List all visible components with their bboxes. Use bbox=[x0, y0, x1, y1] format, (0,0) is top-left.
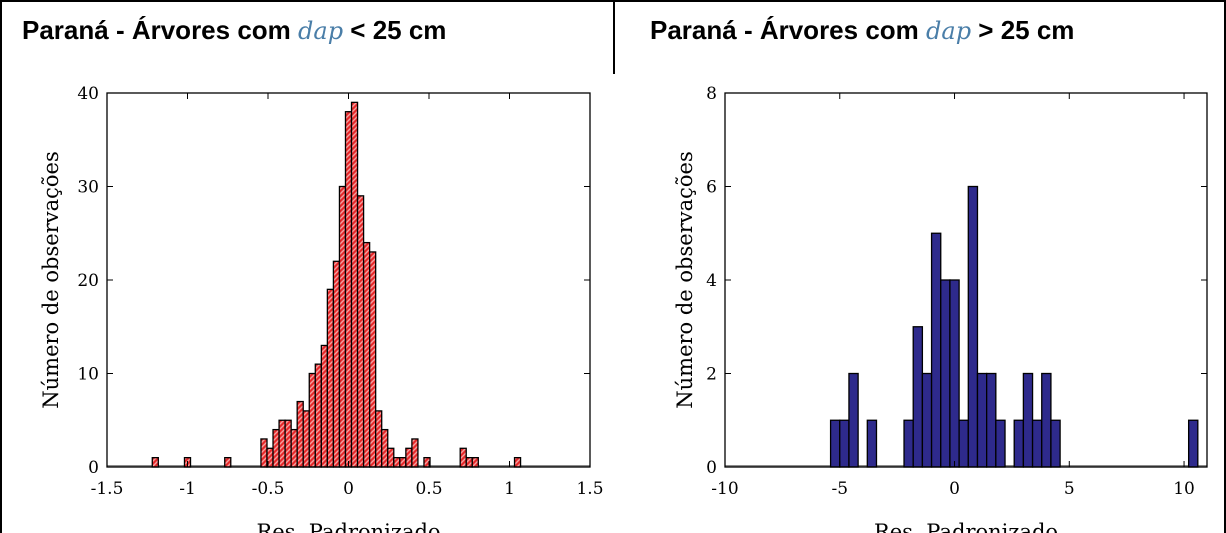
right-ytick-label: 6 bbox=[706, 178, 717, 198]
left-bar bbox=[284, 419, 292, 468]
left-bar bbox=[350, 101, 359, 468]
right-ytick-label: 8 bbox=[706, 84, 717, 104]
right-bar bbox=[967, 185, 979, 468]
left-ytick-label: 30 bbox=[77, 178, 99, 198]
left-title-variable: dap bbox=[298, 17, 344, 45]
left-bar bbox=[513, 456, 522, 468]
right-xtick-label: 10 bbox=[1173, 479, 1195, 499]
right-bar bbox=[949, 279, 960, 468]
right-bar bbox=[912, 326, 924, 468]
left-bar bbox=[356, 195, 365, 468]
right-bar bbox=[866, 419, 878, 468]
left-bar bbox=[387, 447, 395, 468]
right-ytick-label: 2 bbox=[706, 365, 717, 385]
left-bar bbox=[296, 400, 304, 468]
right-chart-title: Paraná - Árvores com dap > 25 cm bbox=[650, 14, 1074, 47]
left-yaxis-label: Número de observações bbox=[39, 151, 63, 408]
right-xtick-label: 0 bbox=[949, 479, 960, 499]
left-bar bbox=[260, 438, 268, 468]
right-xaxis-label: Res. Padronizado bbox=[874, 520, 1058, 533]
right-title-prefix: Paraná - Árvores com bbox=[650, 15, 927, 45]
left-bar bbox=[381, 428, 389, 468]
left-xtick-label: 0 bbox=[343, 479, 354, 499]
right-bar bbox=[976, 372, 988, 468]
right-bar bbox=[839, 419, 850, 468]
left-bar bbox=[272, 428, 280, 468]
right-bar bbox=[1022, 372, 1034, 468]
left-bar bbox=[405, 447, 413, 468]
left-ytick-label: 40 bbox=[77, 84, 99, 104]
left-bar bbox=[344, 111, 353, 468]
right-bar bbox=[1041, 372, 1052, 468]
left-xtick-label: 1.5 bbox=[576, 479, 603, 499]
right-bar bbox=[903, 419, 914, 468]
left-xtick-label: -1.5 bbox=[91, 479, 124, 499]
right-bar bbox=[995, 419, 1006, 468]
right-ytick-label: 0 bbox=[706, 458, 717, 478]
left-bar bbox=[314, 363, 322, 468]
right-bar bbox=[1013, 419, 1025, 468]
right-title-suffix: > 25 cm bbox=[971, 15, 1075, 45]
left-title-prefix: Paraná - Árvores com bbox=[22, 15, 299, 45]
left-title-suffix: < 25 cm bbox=[343, 15, 447, 45]
left-ytick-label: 0 bbox=[88, 458, 99, 478]
right-bar bbox=[921, 372, 933, 468]
left-bar bbox=[411, 438, 419, 468]
left-bar bbox=[375, 410, 383, 468]
left-bar bbox=[302, 410, 310, 468]
left-bar bbox=[459, 447, 467, 468]
left-xtick-label: 1 bbox=[504, 479, 515, 499]
right-xtick-label: -10 bbox=[711, 479, 738, 499]
left-ytick-label: 20 bbox=[77, 271, 99, 291]
left-bar bbox=[224, 456, 232, 468]
right-bar bbox=[986, 372, 997, 468]
left-bar bbox=[368, 251, 377, 468]
right-title-variable: dap bbox=[926, 17, 972, 45]
left-bar bbox=[465, 456, 473, 468]
left-bar bbox=[338, 185, 347, 468]
right-bar bbox=[958, 419, 969, 468]
left-xaxis-label: Res. Padronizado bbox=[256, 520, 440, 533]
left-bar bbox=[362, 241, 371, 468]
right-bar bbox=[829, 419, 841, 468]
left-ytick-label: 10 bbox=[77, 365, 99, 385]
left-bar bbox=[393, 456, 401, 468]
right-bar bbox=[1031, 419, 1043, 468]
left-bar bbox=[278, 419, 286, 468]
left-xtick-label: 0.5 bbox=[415, 479, 442, 499]
left-bar bbox=[290, 428, 298, 468]
left-chart-title: Paraná - Árvores com dap < 25 cm bbox=[22, 14, 446, 47]
left-bar bbox=[471, 456, 479, 468]
title-divider bbox=[613, 2, 615, 74]
right-bar bbox=[1187, 419, 1199, 468]
right-bar bbox=[940, 279, 951, 468]
right-bar bbox=[1050, 419, 1061, 468]
right-bar bbox=[930, 232, 942, 468]
right-bar bbox=[848, 372, 859, 468]
left-bar bbox=[151, 456, 159, 468]
right-axes-box bbox=[724, 92, 1208, 468]
left-bar bbox=[332, 260, 341, 468]
left-bar bbox=[326, 288, 335, 468]
left-bar bbox=[399, 456, 407, 468]
right-xtick-label: -5 bbox=[831, 479, 848, 499]
left-xtick-label: -0.5 bbox=[252, 479, 285, 499]
right-yaxis-label: Número de observações bbox=[673, 151, 697, 408]
right-ytick-label: 4 bbox=[706, 271, 717, 291]
left-xtick-label: -1 bbox=[179, 479, 196, 499]
right-xtick-label: 5 bbox=[1064, 479, 1075, 499]
left-bar bbox=[308, 372, 316, 468]
left-bar bbox=[320, 344, 329, 468]
